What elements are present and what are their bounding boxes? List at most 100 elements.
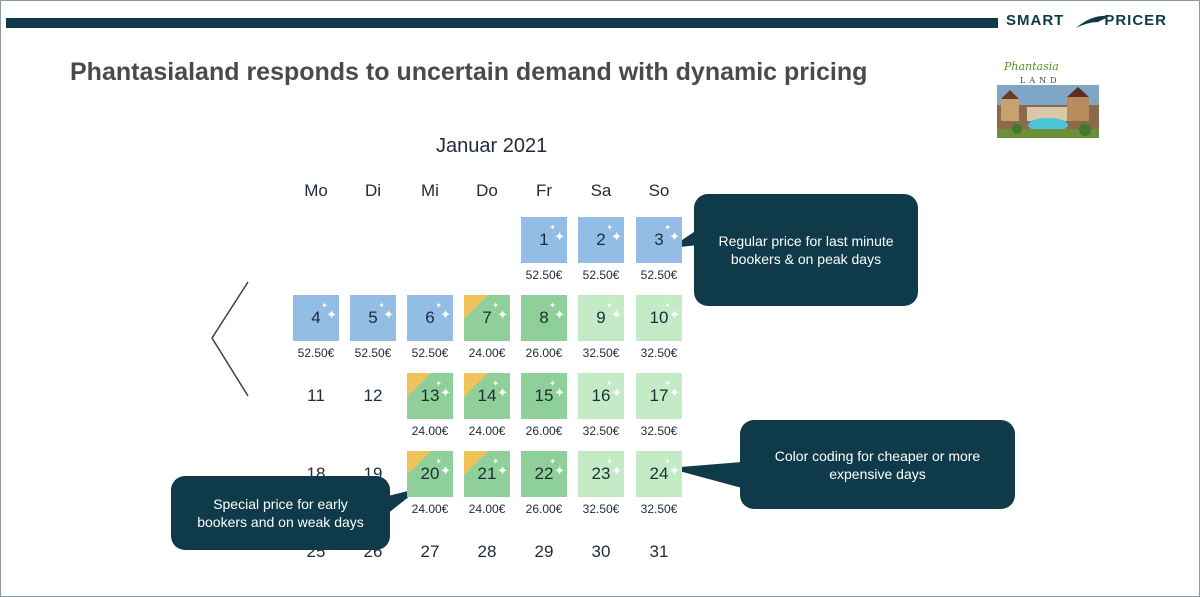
sparkle-icon: ✦ <box>606 223 613 232</box>
brand-left: SMART <box>1006 12 1065 29</box>
day-price: 26.00€ <box>525 346 563 360</box>
callout-regular-text: Regular price for last minute bookers & … <box>718 233 894 267</box>
sparkle-icon: ✦ <box>321 301 328 310</box>
day-cell[interactable]: 17 ✦ ✦ <box>636 373 682 419</box>
sparkle-icon: ✦ <box>606 379 613 388</box>
sparkle-icon: ✦ <box>383 307 394 322</box>
sparkle-icon: ✦ <box>611 385 622 400</box>
day-cell[interactable]: 21 ✦ ✦ <box>464 451 510 497</box>
day-price: 52.50€ <box>297 346 335 360</box>
callout-special-text: Special price for early bookers and on w… <box>197 496 364 530</box>
day-cell[interactable]: 13 ✦ ✦ <box>407 373 453 419</box>
callout-regular-price: Regular price for last minute bookers & … <box>694 194 918 306</box>
day-cell[interactable]: 15 ✦ ✦ <box>521 373 567 419</box>
day-price: 32.50€ <box>640 502 678 516</box>
day-price: 24.00€ <box>411 502 449 516</box>
sparkle-icon: ✦ <box>664 379 671 388</box>
weekday-fr: Fr <box>535 181 553 200</box>
day-price: 52.50€ <box>582 268 620 282</box>
day-price: 24.00€ <box>468 424 506 438</box>
day-plain[interactable]: 29 <box>534 542 554 561</box>
day-cell[interactable]: 5 ✦ ✦ <box>350 295 396 341</box>
day-cell[interactable]: 9 ✦ ✦ <box>578 295 624 341</box>
callout-special-price: Special price for early bookers and on w… <box>171 476 390 550</box>
day-plain[interactable]: 12 <box>363 386 383 405</box>
day-cell[interactable]: 3 ✦ ✦ <box>636 217 682 263</box>
day-cell[interactable]: 8 ✦ ✦ <box>521 295 567 341</box>
day-cell[interactable]: 22 ✦ ✦ <box>521 451 567 497</box>
day-price: 52.50€ <box>525 268 563 282</box>
day-price: 32.50€ <box>640 424 678 438</box>
sparkle-icon: ✦ <box>606 457 613 466</box>
logo-text: Phantasia <box>1004 60 1059 73</box>
sparkle-icon: ✦ <box>497 307 508 322</box>
sparkle-icon: ✦ <box>440 385 451 400</box>
sparkle-icon: ✦ <box>492 379 499 388</box>
sparkle-icon: ✦ <box>435 301 442 310</box>
day-plain[interactable]: 30 <box>591 542 611 561</box>
sparkle-icon: ✦ <box>554 463 565 478</box>
day-price: 52.50€ <box>354 346 392 360</box>
weekday-sa: Sa <box>590 181 612 200</box>
weekday-so: So <box>648 181 670 200</box>
chevron-left-icon[interactable] <box>211 281 249 397</box>
park-photo <box>997 85 1099 138</box>
sparkle-icon: ✦ <box>669 385 680 400</box>
day-cell[interactable]: 23 ✦ ✦ <box>578 451 624 497</box>
day-price: 32.50€ <box>582 424 620 438</box>
day-price: 32.50€ <box>640 346 678 360</box>
day-plain[interactable]: 28 <box>477 542 497 561</box>
brand-swoosh-icon <box>1076 15 1110 28</box>
day-price: 32.50€ <box>582 502 620 516</box>
day-price: 24.00€ <box>468 502 506 516</box>
month-title: Januar 2021 <box>436 135 548 157</box>
sparkle-icon: ✦ <box>435 457 442 466</box>
day-price: 52.50€ <box>411 346 449 360</box>
day-cell[interactable]: 2 ✦ ✦ <box>578 217 624 263</box>
day-plain[interactable]: 11 <box>307 386 325 405</box>
day-plain[interactable]: 27 <box>420 542 440 561</box>
sparkle-icon: ✦ <box>440 307 451 322</box>
weekday-do: Do <box>476 181 498 200</box>
weekday-di: Di <box>364 181 382 200</box>
page-title: Phantasialand responds to uncertain dema… <box>70 58 868 86</box>
sparkle-icon: ✦ <box>669 229 680 244</box>
sparkle-icon: ✦ <box>549 457 556 466</box>
sparkle-icon: ✦ <box>554 307 565 322</box>
day-cell[interactable]: 4 ✦ ✦ <box>293 295 339 341</box>
callout-color-pointer <box>668 462 742 488</box>
day-plain[interactable]: 31 <box>649 542 669 561</box>
sparkle-icon: ✦ <box>664 223 671 232</box>
day-cell[interactable]: 16 ✦ ✦ <box>578 373 624 419</box>
day-cell[interactable]: 14 ✦ ✦ <box>464 373 510 419</box>
sparkle-icon: ✦ <box>669 463 680 478</box>
weekday-mi: Mi <box>421 181 439 200</box>
sparkle-icon: ✦ <box>378 301 385 310</box>
day-cell[interactable]: 20 ✦ ✦ <box>407 451 453 497</box>
sparkle-icon: ✦ <box>611 307 622 322</box>
sparkle-icon: ✦ <box>492 301 499 310</box>
sparkle-icon: ✦ <box>664 457 671 466</box>
day-cell[interactable]: 10 ✦ ✦ <box>636 295 682 341</box>
day-price: 24.00€ <box>468 346 506 360</box>
sparkle-icon: ✦ <box>554 385 565 400</box>
sparkle-icon: ✦ <box>326 307 337 322</box>
day-cell[interactable]: 1 ✦ ✦ <box>521 217 567 263</box>
header-bar <box>6 18 998 28</box>
day-cell[interactable]: 6 ✦ ✦ <box>407 295 453 341</box>
callout-color-text: Color coding for cheaper or more expensi… <box>774 447 981 482</box>
sparkle-icon: ✦ <box>435 379 442 388</box>
day-price: 52.50€ <box>640 268 678 282</box>
sparkle-icon: ✦ <box>492 457 499 466</box>
sparkle-icon: ✦ <box>611 463 622 478</box>
sparkle-icon: ✦ <box>554 229 565 244</box>
sparkle-icon: ✦ <box>669 307 680 322</box>
day-cell[interactable]: 24 ✦ ✦ <box>636 451 682 497</box>
sparkle-icon: ✦ <box>606 301 613 310</box>
sparkle-icon: ✦ <box>549 223 556 232</box>
sparkle-icon: ✦ <box>497 463 508 478</box>
day-price: 24.00€ <box>411 424 449 438</box>
brand-right: PRICER <box>1104 12 1168 29</box>
brand-logo: SMART PRICER <box>1006 12 1167 29</box>
day-cell[interactable]: 7 ✦ ✦ <box>464 295 510 341</box>
